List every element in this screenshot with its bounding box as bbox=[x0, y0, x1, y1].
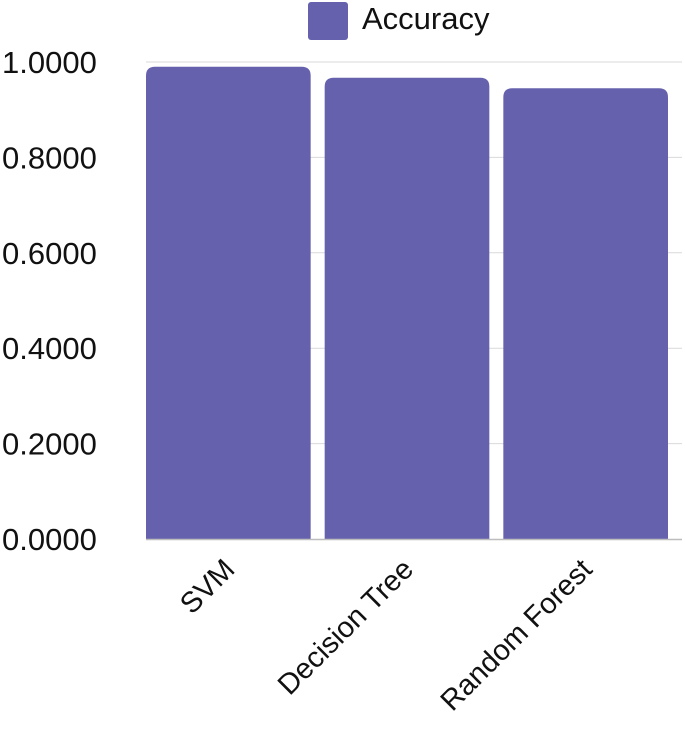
y-tick-label-3: 0.6000 bbox=[2, 236, 97, 271]
legend: Accuracy bbox=[308, 1, 490, 40]
legend-label-accuracy: Accuracy bbox=[362, 1, 490, 36]
y-tick-label-1: 0.2000 bbox=[2, 427, 97, 462]
y-axis-tick-labels: 0.0000 0.2000 0.4000 0.6000 0.8000 1.0000 bbox=[2, 45, 97, 557]
x-tick-label-random-forest: Random Forest bbox=[435, 553, 599, 717]
x-tick-label-decision-tree: Decision Tree bbox=[272, 553, 420, 701]
legend-swatch-accuracy bbox=[308, 2, 348, 40]
x-tick-label-svm: SVM bbox=[174, 553, 241, 620]
bar-decision-tree bbox=[324, 77, 490, 539]
x-axis-tick-labels: SVM Decision Tree Random Forest bbox=[174, 553, 598, 717]
y-tick-label-2: 0.4000 bbox=[2, 331, 97, 366]
y-tick-label-5: 1.0000 bbox=[2, 45, 97, 80]
bars bbox=[146, 66, 668, 540]
y-tick-label-4: 0.8000 bbox=[2, 140, 97, 175]
bar-svm bbox=[146, 66, 311, 540]
y-tick-label-0: 0.0000 bbox=[2, 522, 97, 557]
bar-random-forest bbox=[503, 88, 668, 540]
